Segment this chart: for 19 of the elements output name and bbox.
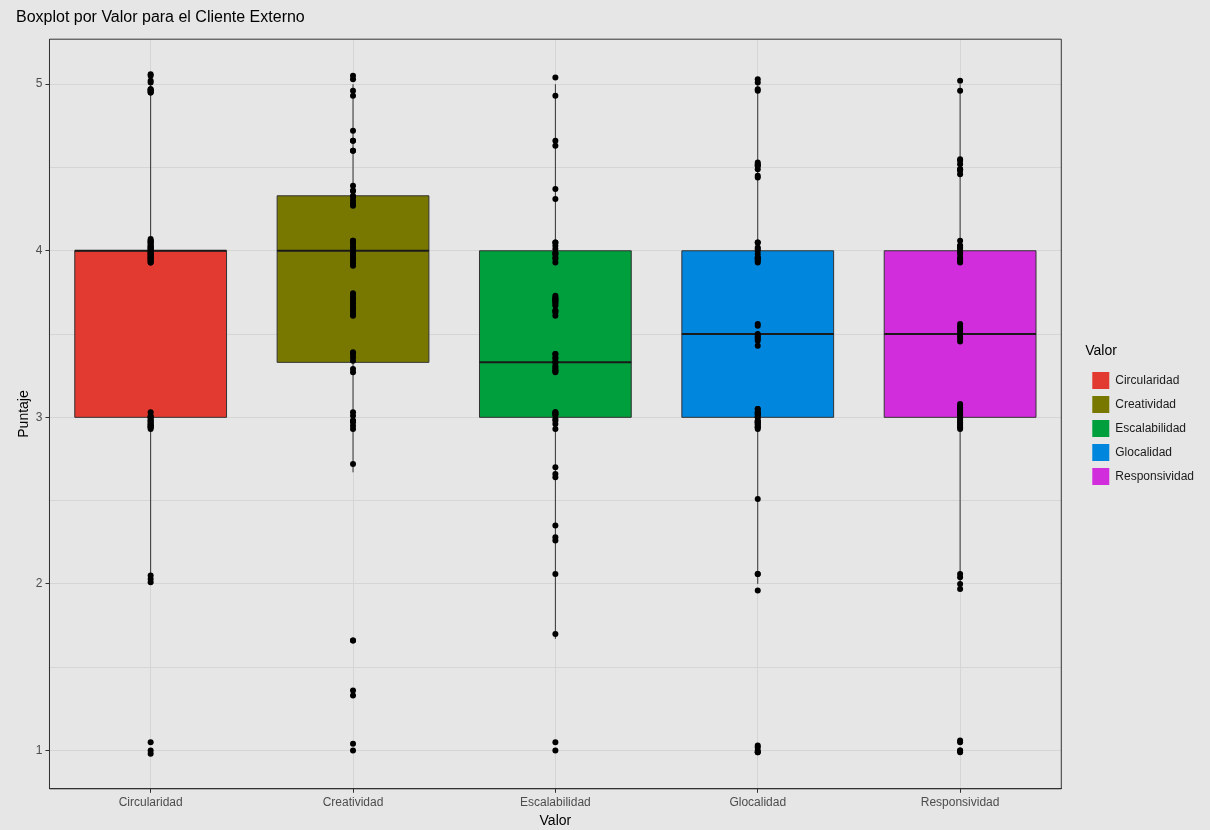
x-tick-label: Escalabilidad — [520, 795, 591, 810]
x-tick-label: Responsividad — [920, 795, 1000, 810]
y-tick-label: 5 — [35, 76, 43, 91]
legend-label: Circularidad — [1115, 372, 1180, 387]
y-tick-label: 1 — [35, 742, 43, 757]
y-tick-label: 3 — [35, 409, 43, 424]
y-axis-title: Puntaje — [15, 390, 32, 438]
legend-label: Escalabilidad — [1115, 420, 1186, 435]
x-tick-label: Glocalidad — [729, 795, 787, 810]
x-tick-label: Creatividad — [322, 795, 384, 810]
x-tick-label: Circularidad — [118, 795, 183, 810]
legend-title: Valor — [1085, 341, 1118, 358]
chart-title: Boxplot por Valor para el Cliente Externo — [16, 8, 305, 26]
x-axis-title: Valor — [539, 812, 572, 829]
y-tick-label: 2 — [35, 576, 43, 591]
legend-label: Glocalidad — [1115, 444, 1172, 459]
y-tick-label: 4 — [35, 243, 43, 258]
legend-label: Creatividad — [1115, 396, 1176, 411]
legend-label: Responsividad — [1115, 468, 1194, 483]
